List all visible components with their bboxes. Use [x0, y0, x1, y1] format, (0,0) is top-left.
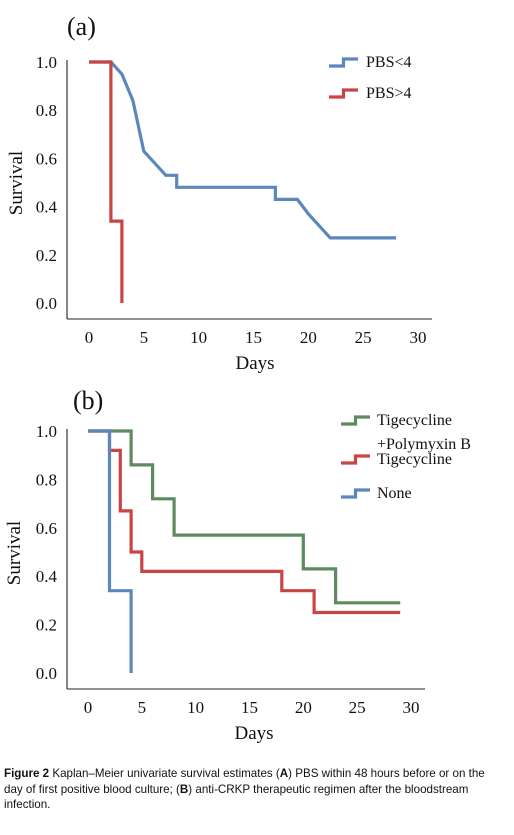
legend-label: PBS>4	[366, 85, 412, 102]
x-tick-label: 5	[138, 698, 147, 717]
x-tick-label: 30	[403, 698, 420, 717]
y-tick-label: 0.0	[36, 664, 57, 683]
x-tick-label: 20	[300, 328, 317, 347]
legend-swatch	[341, 454, 370, 465]
x-tick-label: 20	[295, 698, 312, 717]
caption-text-3: ) anti-CRKP therapeutic regimen after th…	[4, 782, 469, 812]
x-tick-label: 15	[245, 328, 262, 347]
legend-swatch	[341, 415, 370, 426]
x-tick-label: 30	[410, 328, 427, 347]
x-tick-label: 15	[241, 698, 258, 717]
panel-a-curves	[89, 60, 397, 303]
legend-entry-2: PBS>4	[329, 85, 412, 102]
y-tick-label: 0.6	[36, 519, 57, 538]
caption-text-2: ) PBS within 48 hours before or on the d…	[4, 767, 485, 796]
y-axis-label: Survival	[6, 151, 27, 215]
legend-label: +Polymyxin B	[377, 436, 471, 453]
caption-bold-b: B	[179, 782, 189, 796]
y-tick-label: 0.4	[36, 567, 58, 586]
y-tick-label: 0.4	[36, 198, 58, 217]
x-tick-label: 10	[187, 698, 204, 717]
panel-a: (a) 0 5 10 15 20 25 30 0.0 0.2 0.4 0.6 0.8 1.0 PBS<4…	[6, 12, 432, 374]
y-tick-label: 1.0	[36, 422, 57, 441]
legend-swatch	[329, 88, 358, 99]
x-tick-label: 0	[85, 328, 94, 347]
y-tick-label: 0.8	[36, 101, 57, 120]
legend-swatch	[341, 488, 370, 499]
x-tick-label: 10	[190, 328, 207, 347]
panel-a-legend: PBS<4 PBS>4	[329, 54, 412, 102]
y-tick-label: 0.2	[36, 616, 57, 635]
y-axis-label: Survival	[4, 521, 25, 585]
x-tick-label: 0	[84, 698, 93, 717]
series-line-3	[88, 429, 133, 673]
legend-entry-3: None	[341, 485, 412, 502]
series-line-1	[88, 429, 401, 605]
panel-b-axes: 0 5 10 15 20 25 30 0.0 0.2 0.4 0.6 0.8 1.0	[36, 422, 425, 717]
legend-entry-1: Tigecycline +Polymyxin B	[341, 412, 471, 453]
y-tick-label: 0.6	[36, 149, 57, 168]
caption-text-1: Kaplan–Meier univariate survival estimat…	[49, 767, 280, 780]
y-tick-label: 0.2	[36, 246, 57, 265]
series-line-2	[89, 60, 124, 303]
legend-swatch	[329, 57, 358, 68]
panel-label: (a)	[67, 12, 96, 41]
legend-entry-1: PBS<4	[329, 54, 412, 71]
figure-caption: Figure 2 Kaplan–Meier univariate surviva…	[4, 766, 500, 813]
y-tick-label: 0.8	[36, 470, 57, 489]
x-axis-label: Days	[235, 353, 274, 374]
series-line-1	[89, 60, 397, 240]
x-tick-label: 25	[355, 328, 372, 347]
legend-label: Tigecycline	[377, 451, 452, 468]
panel-b: (b) 0 5 10 15 20 25 30 0.0 0.2 0.4 0.6 0.8 1.0 Tigec…	[4, 386, 471, 744]
x-tick-label: 25	[349, 698, 366, 717]
y-tick-label: 1.0	[36, 53, 57, 72]
panel-a-axes: 0 5 10 15 20 25 30 0.0 0.2 0.4 0.6 0.8 1.0	[36, 53, 432, 347]
caption-bold-a: A	[279, 767, 289, 780]
series-line-2	[88, 429, 401, 615]
figure: (a) 0 5 10 15 20 25 30 0.0 0.2 0.4 0.6 0.8 1.0 PBS<4…	[4, 12, 471, 744]
caption-label: Figure 2	[4, 767, 50, 780]
legend-entry-2: Tigecycline	[341, 451, 452, 468]
panel-b-curves	[88, 429, 401, 673]
legend-label: None	[377, 485, 412, 502]
x-axis-label: Days	[234, 723, 273, 744]
y-tick-label: 0.0	[36, 294, 57, 313]
panel-label: (b)	[73, 386, 103, 415]
x-tick-label: 5	[140, 328, 149, 347]
legend-label: PBS<4	[366, 54, 412, 71]
legend-label: Tigecycline	[377, 412, 452, 429]
